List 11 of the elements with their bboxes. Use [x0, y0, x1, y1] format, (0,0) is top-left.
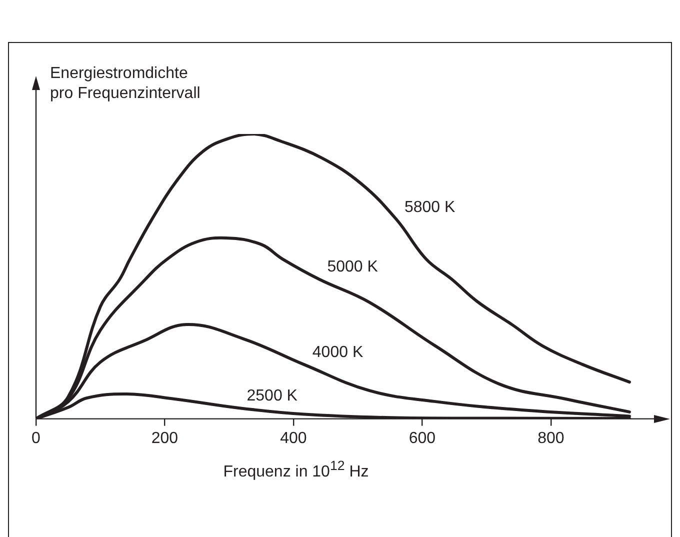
- x-tick-label: 0: [32, 430, 41, 447]
- series-label: 2500 K: [246, 387, 298, 404]
- x-tick-label: 800: [538, 430, 564, 447]
- series-label: 5000 K: [327, 258, 378, 276]
- x-tick-label: 600: [408, 430, 436, 447]
- x-tick-label: 200: [151, 430, 178, 447]
- x-axis-title: Frequenz in 10$^{12}$ Hz: [222, 458, 370, 482]
- series-label: 4000 K: [312, 344, 364, 362]
- y-axis-title: Energiestromdichte pro Frequenzintervall: [50, 64, 202, 104]
- series-label: 5800 K: [404, 198, 456, 216]
- x-tick-label: 400: [280, 430, 307, 447]
